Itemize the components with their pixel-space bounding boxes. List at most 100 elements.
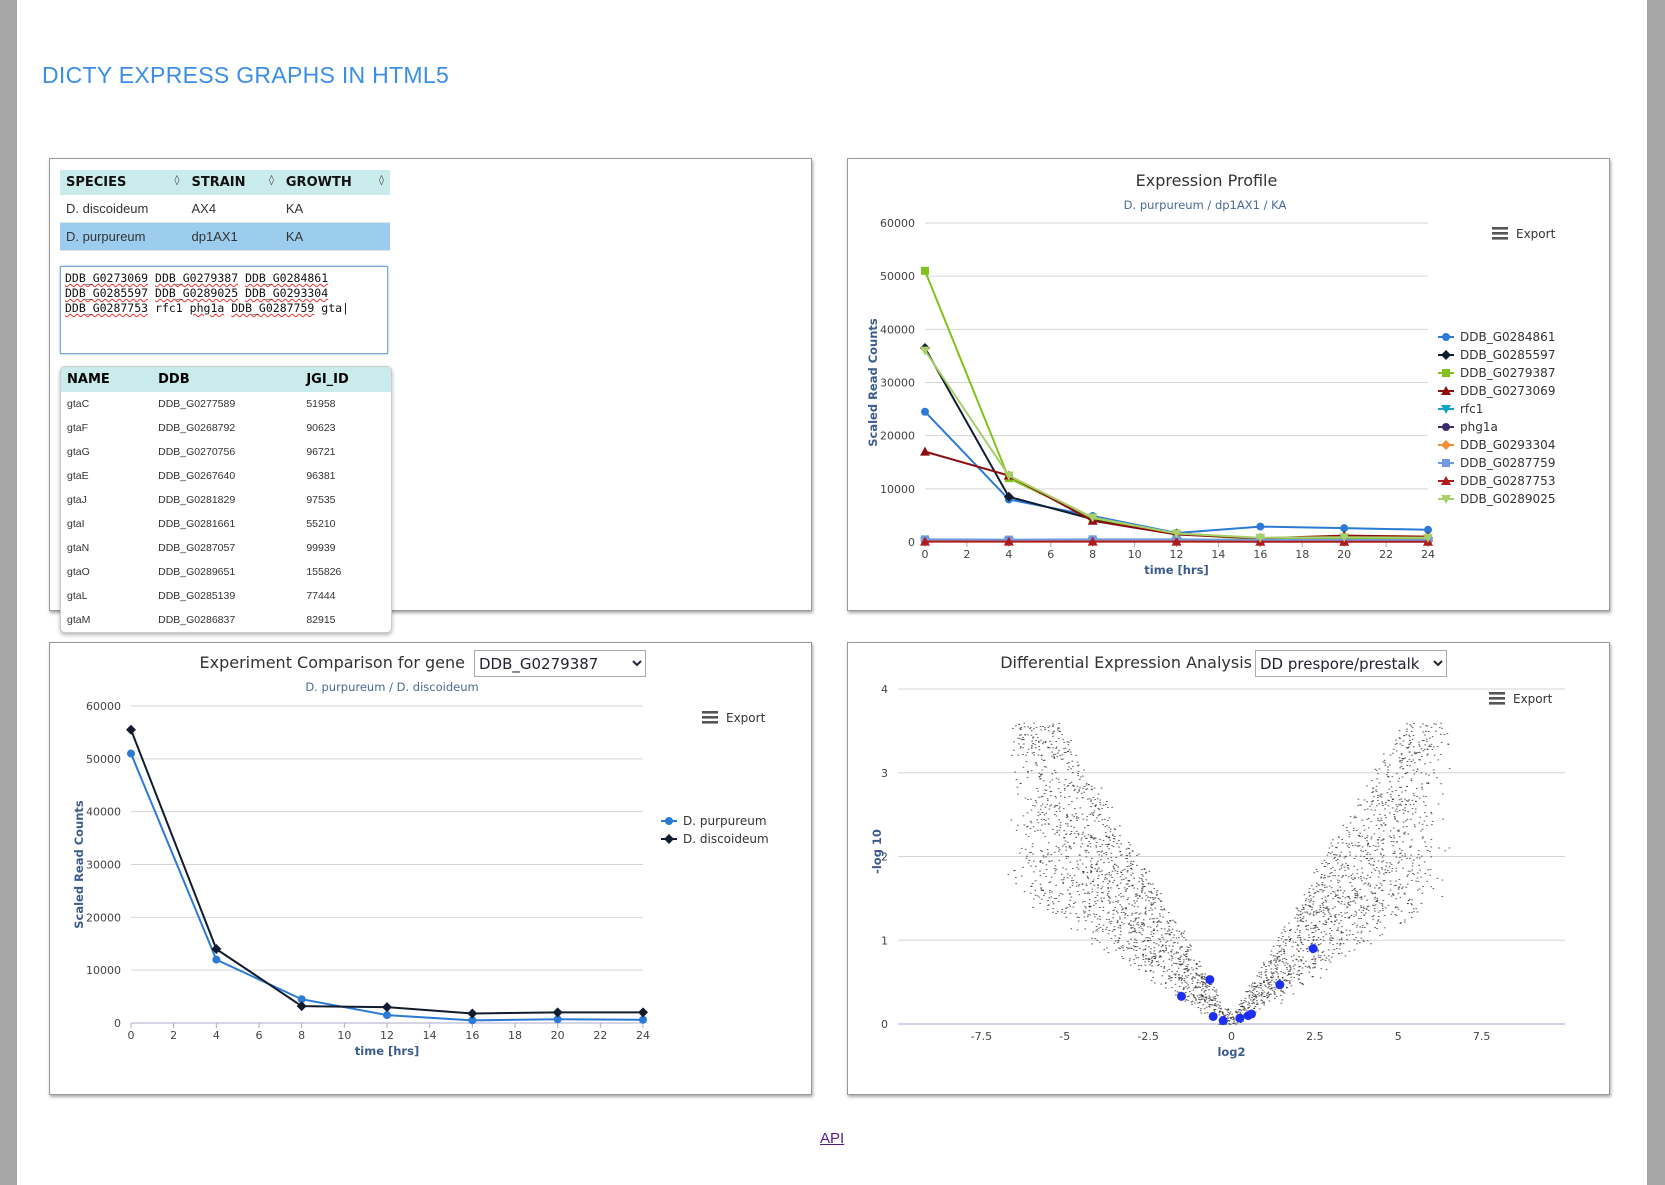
legend-item[interactable]: DDB_G0287759 [1438,456,1555,470]
list-item[interactable]: gtaM DDB_G0286837 82915 [61,608,391,632]
legend-item[interactable]: DDB_G0287753 [1438,474,1555,488]
highlighted-gene-point[interactable] [1275,980,1285,990]
gene-point [1326,906,1329,908]
export-button[interactable]: Export [1492,227,1556,241]
list-item[interactable]: gtaJ DDB_G0281829 97535 [61,488,391,512]
legend-item[interactable]: DDB_G0293304 [1438,438,1555,452]
data-point[interactable] [920,346,930,356]
highlighted-gene-point[interactable] [1235,1013,1245,1023]
data-point[interactable] [920,536,930,546]
data-point[interactable] [126,724,136,735]
list-item[interactable]: gtaE DDB_G0267640 96381 [61,464,391,488]
col-header-strain[interactable]: STRAIN ◊ [185,170,280,195]
legend-marker[interactable] [1442,423,1450,431]
data-point[interactable] [553,1015,562,1024]
legend-item[interactable]: DDB_G0284861 [1438,330,1555,344]
legend-item[interactable]: D. purpureum [661,814,767,828]
list-item[interactable]: gtaI DDB_G0281661 55210 [61,512,391,536]
legend-marker[interactable] [1441,476,1451,485]
legend-marker[interactable] [1442,459,1450,467]
data-point[interactable] [920,446,930,456]
gene-point [1285,959,1288,961]
gene-point [1046,798,1049,800]
data-point[interactable] [1171,536,1182,546]
list-item[interactable]: gtaG DDB_G0270756 96721 [61,440,391,464]
gene-point [1302,950,1305,952]
legend-item[interactable]: rfc1 [1438,402,1483,416]
data-point[interactable] [1340,524,1349,533]
data-point[interactable] [211,944,222,955]
list-item[interactable]: gtaC DDB_G0277589 51958 [61,392,391,416]
data-point[interactable] [468,1016,477,1025]
data-point[interactable] [1255,533,1266,543]
data-point[interactable] [638,1007,648,1018]
data-point[interactable] [382,1002,392,1013]
list-item[interactable]: gtaN DDB_G0287057 99939 [61,536,391,560]
col-header-species[interactable]: SPECIES ◊ [60,170,186,195]
gene-point [1294,941,1297,943]
legend-marker[interactable] [1442,369,1450,377]
data-point[interactable] [1423,533,1433,543]
legend-marker[interactable] [1441,495,1451,504]
gene-point [1312,927,1314,929]
highlighted-gene-point[interactable] [1218,1016,1228,1026]
data-point[interactable] [552,1007,563,1018]
legend-item[interactable]: DDB_G0289025 [1438,492,1555,506]
data-point[interactable] [1003,471,1014,481]
sort-icon[interactable]: ◊ [379,175,384,186]
data-point[interactable] [1003,536,1014,546]
list-item[interactable]: gtaF DDB_G0268792 90623 [61,416,391,440]
table-row[interactable]: D. discoideum AX4 KA [60,195,390,223]
export-button[interactable]: Export [1489,692,1553,706]
legend-item[interactable]: phg1a [1438,420,1498,434]
legend-marker[interactable] [1441,405,1451,414]
gene-point [1410,916,1413,918]
gene-point [1364,809,1366,811]
gene-point [1374,870,1377,872]
highlighted-gene-point[interactable] [1208,1011,1218,1021]
data-point[interactable] [212,955,221,964]
data-point[interactable] [1171,529,1182,539]
table-row-selected[interactable]: D. purpureum dp1AX1 KA [60,222,390,251]
comparison-select[interactable]: DD prespore/prestalk [1255,650,1447,677]
legend-marker[interactable] [1441,440,1451,450]
legend-item[interactable]: DDB_G0279387 [1438,366,1555,380]
legend-item[interactable]: DDB_G0285597 [1438,348,1555,362]
data-point[interactable] [1339,533,1350,543]
data-point[interactable] [383,1011,391,1020]
sort-icon[interactable]: ◊ [268,175,274,186]
gene-input[interactable]: DDB_G0273069 DDB_G0279387 DDB_G0284861 D… [60,266,388,354]
legend-marker[interactable] [665,817,673,825]
data-point[interactable] [639,1015,647,1024]
list-item[interactable]: gtaO DDB_G0289651 155826 [61,560,391,584]
gene-point [1225,1023,1227,1025]
legend-marker[interactable] [1441,350,1451,360]
data-point[interactable] [1087,536,1098,546]
data-point[interactable] [1256,522,1265,531]
legend-marker[interactable] [664,834,674,844]
data-point[interactable] [921,407,929,416]
sort-icon[interactable]: ◊ [174,175,180,186]
api-link[interactable]: API [820,1130,845,1147]
legend-marker[interactable] [1442,333,1450,341]
list-item[interactable]: gtaL DDB_G0285139 77444 [61,584,391,608]
data-point[interactable] [1087,513,1098,523]
gene-select[interactable]: DDB_G0279387 [474,650,646,677]
data-point[interactable] [921,266,929,275]
data-point[interactable] [1003,491,1014,502]
data-point[interactable] [297,995,306,1004]
highlighted-gene-point[interactable] [1308,944,1318,954]
col-header-growth[interactable]: GROWTH ◊ [279,170,390,195]
highlighted-gene-point[interactable] [1247,1009,1257,1019]
data-point[interactable] [1424,525,1432,534]
highlighted-gene-point[interactable] [1205,975,1215,985]
legend-item[interactable]: D. discoideum [661,832,769,846]
highlighted-gene-point[interactable] [1176,991,1186,1001]
legend-marker[interactable] [1441,386,1451,395]
data-point[interactable] [296,1001,307,1012]
data-point[interactable] [127,749,135,758]
gene-point [1089,843,1092,845]
data-point[interactable] [467,1008,478,1019]
export-button[interactable]: Export [702,711,766,725]
legend-item[interactable]: DDB_G0273069 [1438,384,1555,398]
